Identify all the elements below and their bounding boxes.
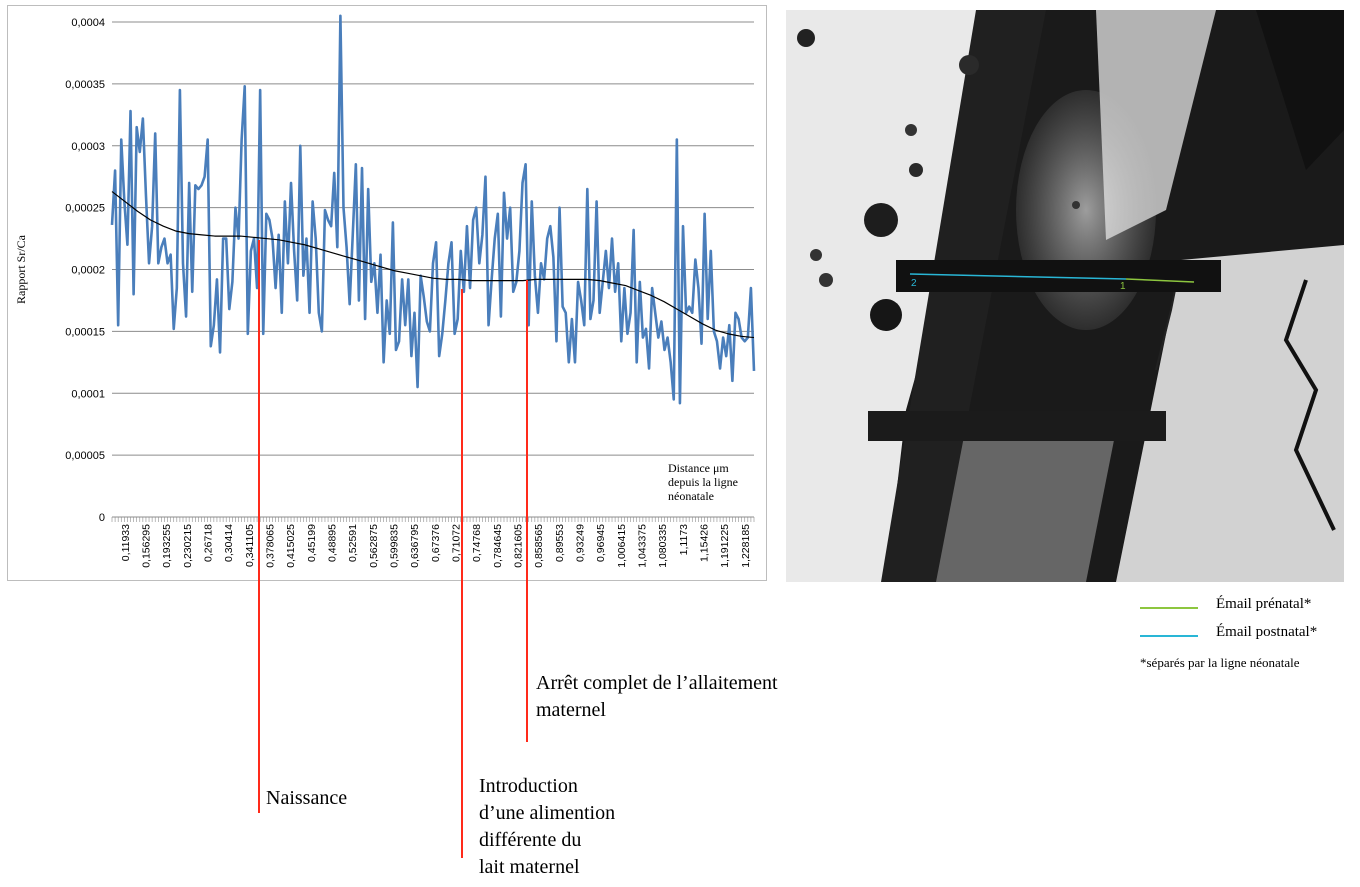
y-tick-label: 0,0004 bbox=[71, 17, 105, 29]
x-tick-label: 0,30414 bbox=[223, 524, 235, 562]
annotation-arret: Arrêt complet de l’allaitement maternel bbox=[536, 670, 778, 724]
micro-label-1: 1 bbox=[1120, 281, 1126, 292]
x-tick-label: 0,71072 bbox=[450, 524, 462, 562]
x-tick-label: 0,45199 bbox=[306, 524, 318, 562]
x-tick-label: 0,562875 bbox=[368, 524, 380, 568]
x-tick-label: 0,156295 bbox=[140, 524, 152, 568]
x-tick-label: 1,006415 bbox=[616, 524, 628, 568]
chart-frame: 0 0,00005 0,0001 0,00015 0,0002 0,00025 0,0003… bbox=[7, 5, 767, 581]
x-tick-label: 0,784645 bbox=[492, 524, 504, 568]
series-line-sr-ca bbox=[110, 14, 756, 405]
series-line-trend bbox=[111, 191, 755, 339]
annotation-arret-line-2: maternel bbox=[536, 699, 606, 721]
x-tick-label: 1,1173 bbox=[678, 524, 690, 555]
annotation-introduction-line-4: lait maternel bbox=[479, 856, 580, 878]
legend-note: *séparés par la ligne néonatale bbox=[1140, 655, 1300, 670]
x-tick-label: 0,193255 bbox=[161, 524, 173, 568]
x-tick-label: 0,636795 bbox=[409, 524, 421, 568]
y-tick-label: 0,00005 bbox=[65, 450, 105, 462]
x-tick-label: 1,191225 bbox=[719, 524, 731, 568]
x-tick-label: 0,89553 bbox=[554, 524, 566, 562]
x-axis-label-line: depuis la ligne bbox=[668, 475, 738, 489]
y-tick-label: 0,00015 bbox=[65, 326, 105, 338]
arret-line bbox=[526, 280, 528, 742]
annotation-introduction-line-2: d’une alimention bbox=[479, 802, 616, 824]
x-tick-label: 1,080335 bbox=[657, 524, 669, 568]
x-axis-label-line: néonatale bbox=[668, 489, 714, 503]
enamel-micrograph: 2 1 bbox=[786, 10, 1344, 582]
x-tick-label: 0,26718 bbox=[202, 524, 214, 562]
annotation-arret-line-1: Arrêt complet de l’allaitement bbox=[536, 672, 778, 694]
naissance-line bbox=[258, 240, 260, 813]
y-tick-label: 0,00035 bbox=[65, 79, 105, 91]
y-tick-label: 0,0003 bbox=[71, 141, 105, 153]
prenatal-line bbox=[1125, 278, 1195, 283]
x-tick-label: 0,93249 bbox=[574, 524, 586, 562]
x-tick-label: 0,67376 bbox=[430, 524, 442, 562]
legend-swatch-postnatal bbox=[1140, 635, 1198, 637]
postnatal-line bbox=[909, 273, 1127, 280]
x-tick-label: 0,230215 bbox=[182, 524, 194, 568]
micrograph-image: 2 1 bbox=[786, 10, 1344, 582]
x-tick-label: 0,821605 bbox=[512, 524, 524, 568]
x-axis-label-line: Distance μm bbox=[668, 461, 729, 475]
x-tick-label: 0,378065 bbox=[264, 524, 276, 568]
x-tick-label: 0,341105 bbox=[244, 524, 256, 567]
annotation-naissance: Naissance bbox=[266, 787, 348, 809]
x-tick-label: 0,599835 bbox=[388, 524, 400, 568]
x-tick-label: 0,74768 bbox=[471, 524, 483, 562]
y-tick-label: 0 bbox=[99, 512, 105, 524]
x-tick-label: 0,48895 bbox=[326, 524, 338, 562]
x-tick-label: 0,11933 bbox=[120, 524, 132, 561]
annotation-introduction-line-1: Introduction bbox=[479, 775, 578, 797]
micro-label-2: 2 bbox=[911, 278, 917, 289]
x-tick-label: 1,228185 bbox=[740, 524, 752, 568]
legend-swatch-prenatal bbox=[1140, 607, 1198, 609]
legend-label-postnatal: Émail postnatal* bbox=[1216, 624, 1318, 640]
annotation-introduction: Introduction d’une alimention différente… bbox=[479, 773, 615, 881]
y-tick-label: 0,00025 bbox=[65, 203, 105, 215]
introduction-line bbox=[461, 289, 463, 858]
x-tick-label: 1,043375 bbox=[636, 524, 648, 568]
sr-ca-chart: 0 0,00005 0,0001 0,00015 0,0002 0,00025 0,0003… bbox=[14, 14, 756, 568]
y-axis-label: Rapport Sr/Ca bbox=[14, 234, 28, 304]
x-tick-label: 0,52591 bbox=[347, 524, 359, 562]
x-tick-label: 0,415025 bbox=[285, 524, 297, 568]
legend-label-prenatal: Émail prénatal* bbox=[1216, 596, 1312, 612]
x-tick-label: 0,858565 bbox=[533, 524, 545, 568]
annotation-introduction-line-3: différente du bbox=[479, 829, 582, 851]
y-tick-label: 0,0002 bbox=[71, 265, 105, 277]
x-tick-label: 1,15426 bbox=[698, 524, 710, 562]
x-tick-label: 0,96945 bbox=[595, 524, 607, 562]
y-tick-label: 0,0001 bbox=[71, 388, 105, 400]
